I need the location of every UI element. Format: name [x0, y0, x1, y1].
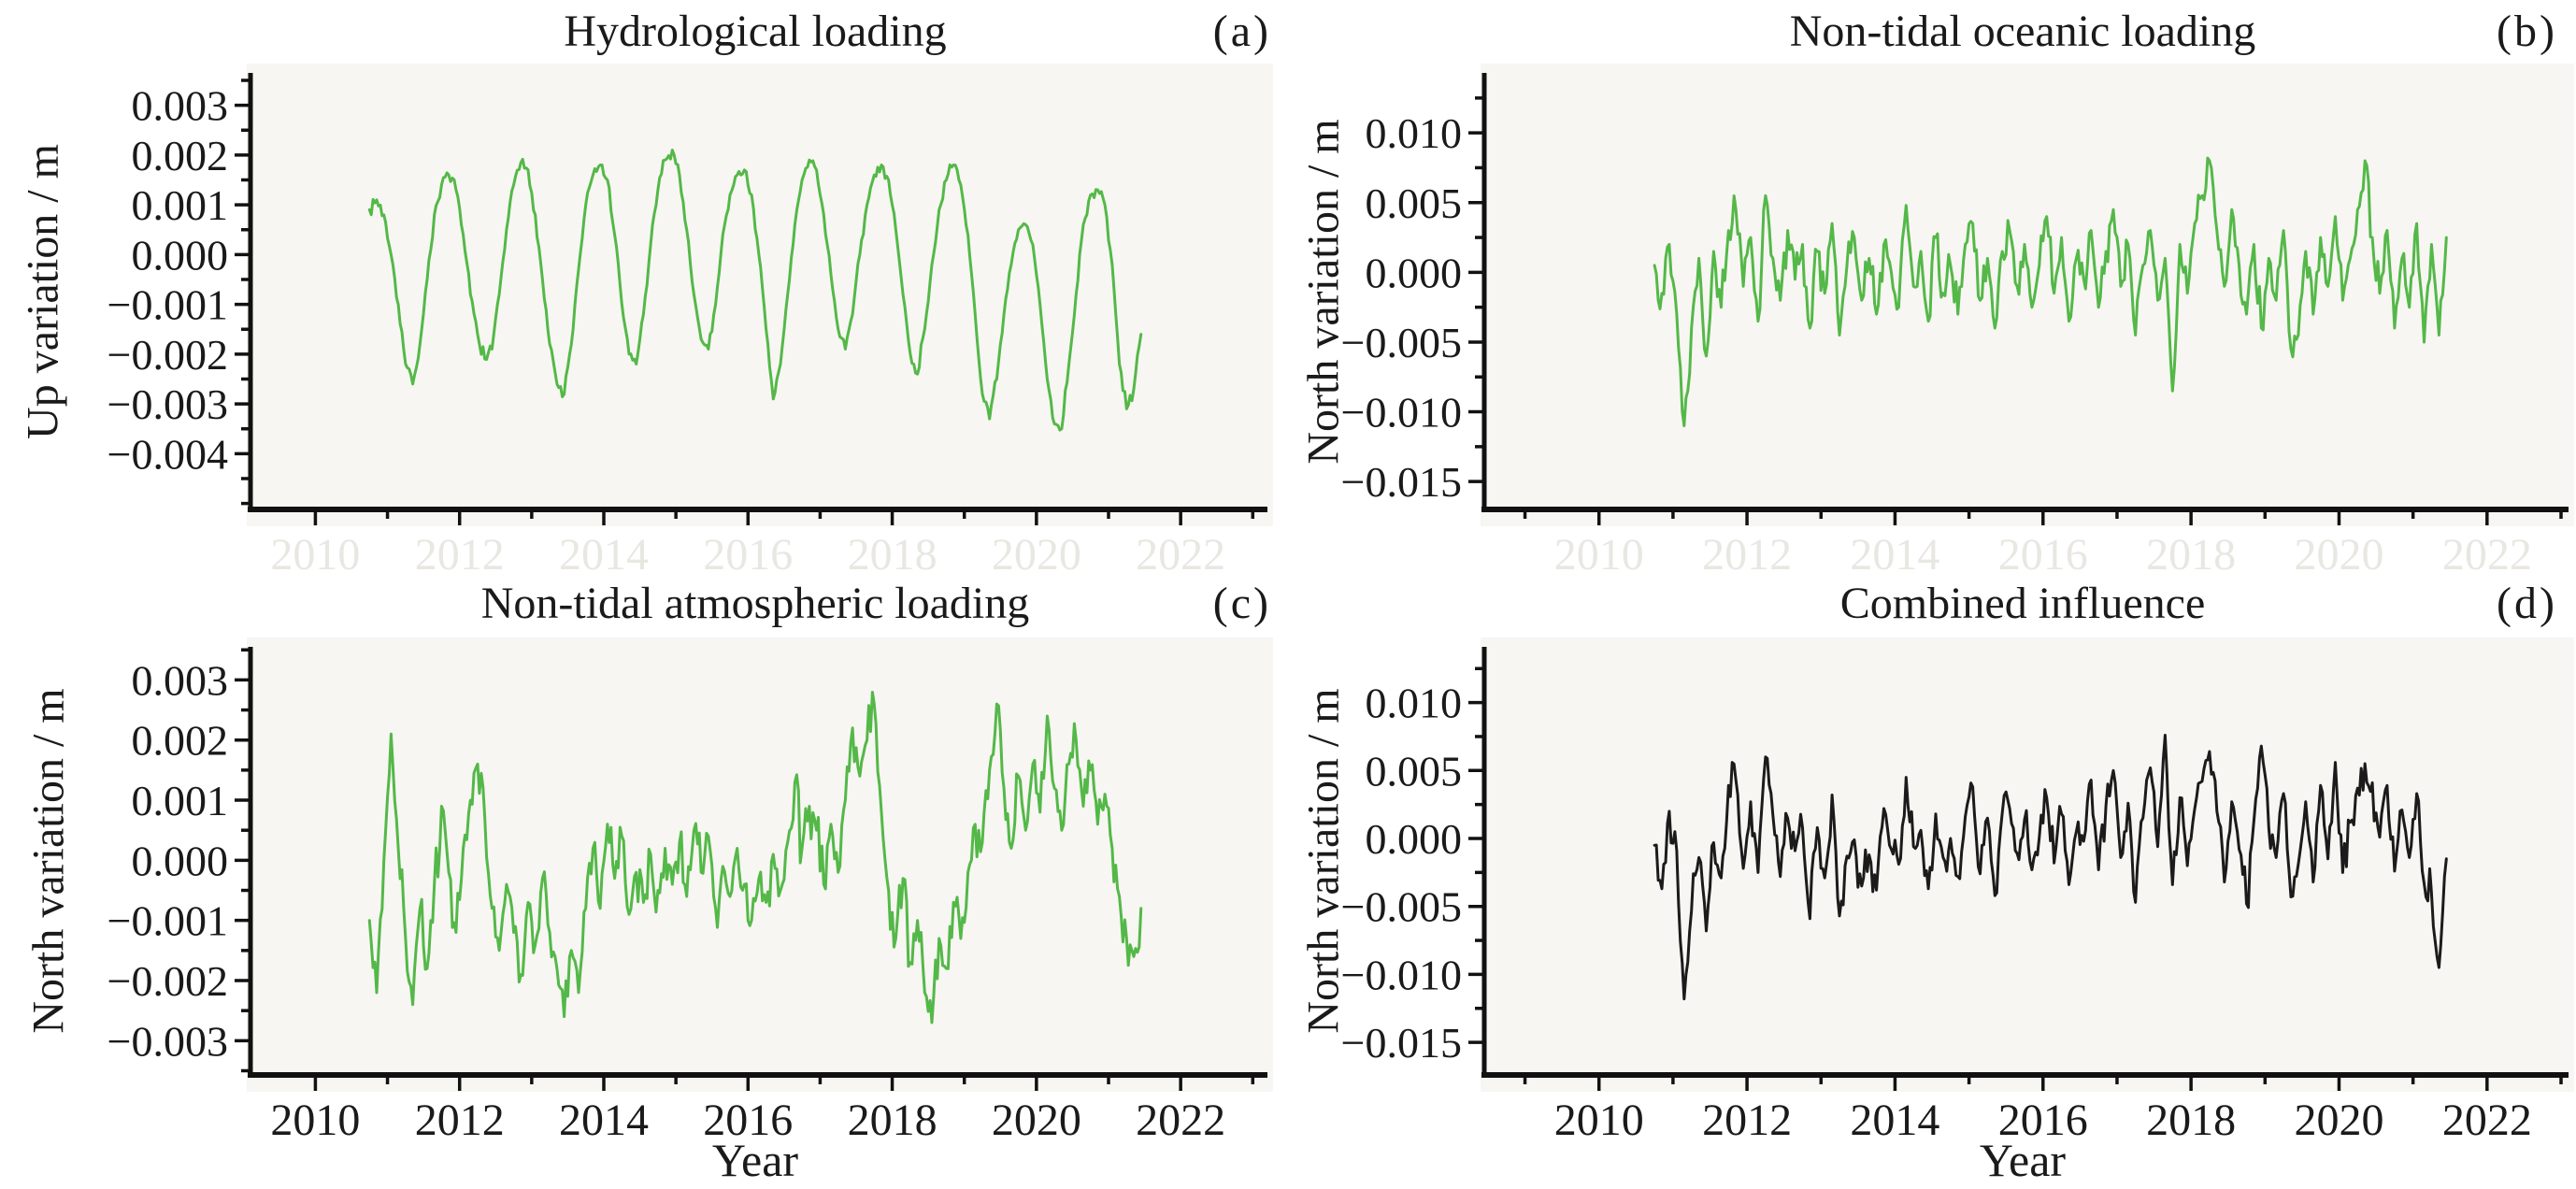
svg-text:0.003: 0.003: [132, 82, 229, 130]
svg-text:0.005: 0.005: [1366, 179, 1463, 227]
svg-text:2016: 2016: [1998, 530, 2088, 580]
panel-d-ylabel: North variation / m: [1298, 688, 1349, 1034]
svg-text:2016: 2016: [1998, 1096, 2088, 1145]
svg-text:2016: 2016: [703, 530, 793, 580]
svg-text:−0.005: −0.005: [1341, 883, 1462, 931]
panel-c-title: Non-tidal atmospheric loading: [480, 579, 1030, 628]
svg-text:−0.010: −0.010: [1341, 951, 1462, 998]
svg-text:2016: 2016: [703, 1096, 793, 1145]
svg-text:−0.015: −0.015: [1341, 1019, 1462, 1067]
svg-text:2010: 2010: [1554, 530, 1644, 580]
svg-text:−0.003: −0.003: [107, 380, 228, 428]
svg-text:2010: 2010: [1554, 1096, 1644, 1145]
svg-text:−0.001: −0.001: [107, 897, 228, 945]
svg-text:2020: 2020: [2294, 530, 2383, 580]
panel-a-title: Hydrological loading: [564, 7, 947, 56]
svg-text:0.005: 0.005: [1366, 747, 1463, 795]
panel-a-letter: (a): [1212, 7, 1271, 56]
svg-text:2022: 2022: [1136, 530, 1225, 580]
panel-d-xlabel: Year: [1979, 1134, 2067, 1186]
svg-text:2014: 2014: [1850, 1096, 1939, 1145]
svg-text:−0.004: −0.004: [107, 430, 228, 478]
panel-a-ylabel: Up variation / m: [18, 144, 68, 439]
svg-text:−0.002: −0.002: [107, 957, 228, 1005]
svg-text:2018: 2018: [2146, 1096, 2236, 1145]
svg-text:2010: 2010: [270, 1096, 360, 1145]
svg-text:2018: 2018: [2146, 530, 2236, 580]
svg-text:−0.002: −0.002: [107, 331, 228, 379]
svg-text:0.002: 0.002: [132, 132, 229, 179]
svg-text:0.000: 0.000: [132, 231, 229, 279]
svg-text:2020: 2020: [992, 530, 1081, 580]
svg-text:−0.005: −0.005: [1341, 319, 1462, 366]
svg-text:2014: 2014: [1850, 530, 1939, 580]
svg-text:0.010: 0.010: [1366, 109, 1463, 157]
svg-text:−0.001: −0.001: [107, 281, 228, 329]
svg-text:2022: 2022: [1136, 1096, 1225, 1145]
svg-text:2012: 2012: [1702, 530, 1792, 580]
svg-text:0.010: 0.010: [1366, 680, 1463, 727]
svg-text:0.003: 0.003: [132, 656, 229, 704]
svg-text:2022: 2022: [2442, 530, 2532, 580]
svg-text:2010: 2010: [270, 530, 360, 580]
svg-text:2012: 2012: [1702, 1096, 1792, 1145]
svg-text:0.001: 0.001: [132, 181, 229, 229]
panel-c-letter: (c): [1212, 579, 1271, 628]
svg-text:2014: 2014: [559, 530, 649, 580]
svg-text:2020: 2020: [992, 1096, 1081, 1145]
panel-c-xlabel: Year: [711, 1134, 799, 1186]
svg-text:0.001: 0.001: [132, 777, 229, 824]
svg-text:−0.003: −0.003: [107, 1017, 228, 1065]
svg-text:0.000: 0.000: [1366, 815, 1463, 863]
panel-d-title: Combined influence: [1839, 579, 2206, 628]
svg-text:0.002: 0.002: [132, 717, 229, 765]
panel-d-letter: (d): [2497, 579, 2557, 628]
svg-text:0.000: 0.000: [132, 837, 229, 884]
svg-text:2014: 2014: [559, 1096, 649, 1145]
panel-c-ylabel: North variation / m: [23, 688, 74, 1034]
panel-b-title: Non-tidal oceanic loading: [1789, 7, 2256, 56]
svg-text:2012: 2012: [415, 1096, 505, 1145]
svg-text:2018: 2018: [848, 1096, 937, 1145]
svg-text:2020: 2020: [2294, 1096, 2383, 1145]
svg-text:2012: 2012: [415, 530, 505, 580]
svg-text:−0.015: −0.015: [1341, 458, 1462, 506]
panel-b-ylabel: North variation / m: [1298, 119, 1349, 465]
svg-text:0.000: 0.000: [1366, 249, 1463, 296]
panel-b-letter: (b): [2497, 7, 2557, 56]
svg-text:2022: 2022: [2442, 1096, 2532, 1145]
svg-text:2018: 2018: [848, 530, 937, 580]
svg-text:−0.010: −0.010: [1341, 389, 1462, 437]
